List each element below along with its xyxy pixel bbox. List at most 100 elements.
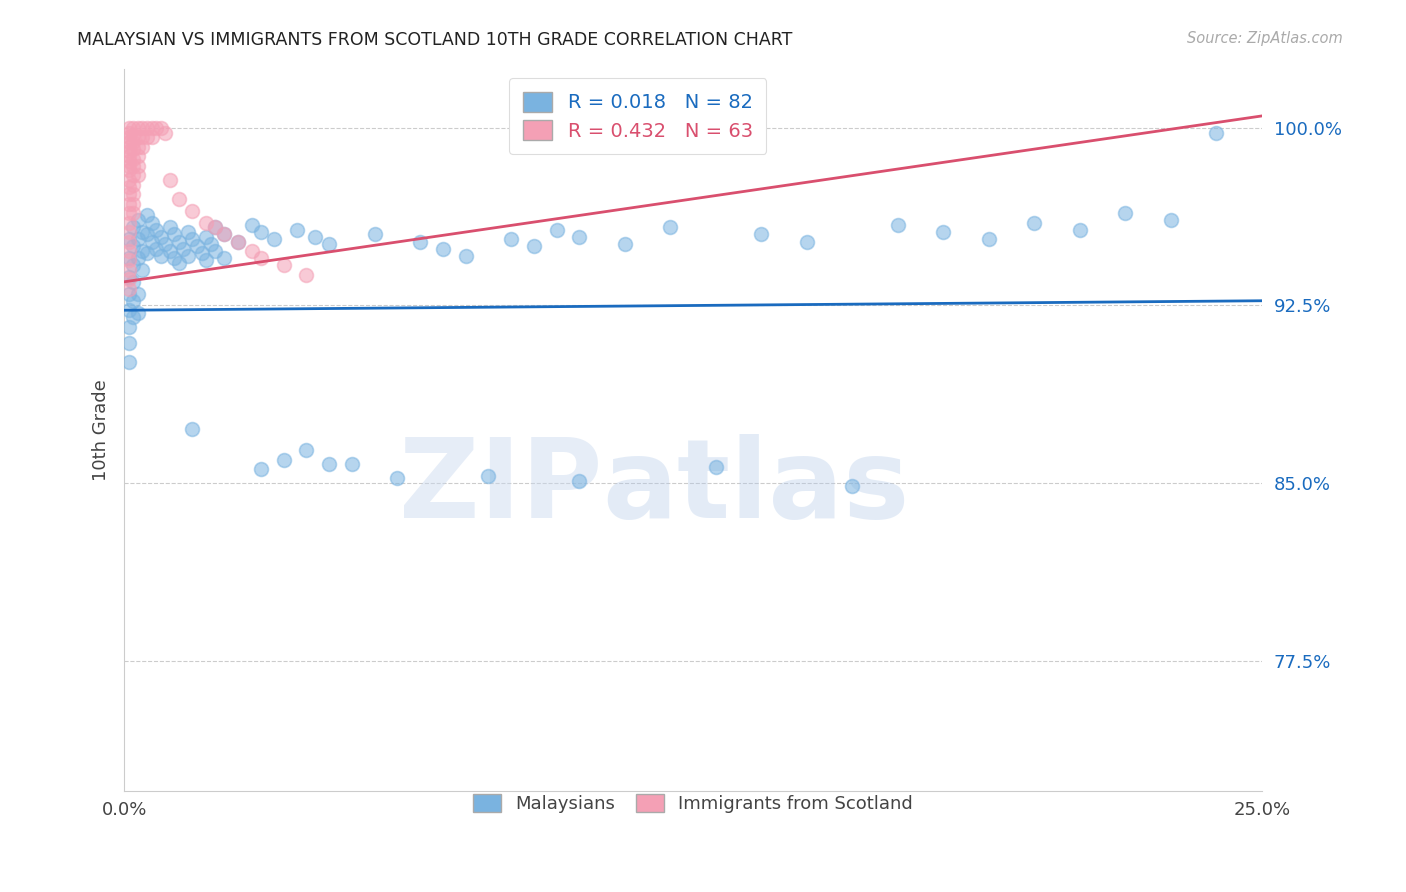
Point bbox=[118, 336, 141, 351]
Point bbox=[1205, 126, 1227, 140]
Point bbox=[186, 239, 208, 253]
Point bbox=[118, 163, 141, 178]
Point bbox=[659, 220, 682, 235]
Point bbox=[122, 310, 145, 325]
Point bbox=[122, 196, 145, 211]
Point bbox=[118, 272, 141, 286]
Point bbox=[131, 130, 153, 145]
Point bbox=[432, 242, 454, 256]
Point bbox=[172, 242, 194, 256]
Point bbox=[122, 187, 145, 202]
Point bbox=[273, 258, 295, 272]
Point bbox=[181, 422, 204, 436]
Point bbox=[118, 253, 141, 268]
Point bbox=[127, 139, 149, 153]
Point bbox=[363, 227, 385, 242]
Point bbox=[122, 152, 145, 166]
Point bbox=[136, 246, 159, 260]
Point bbox=[118, 232, 141, 246]
Point bbox=[177, 225, 200, 239]
Point bbox=[122, 275, 145, 289]
Point bbox=[159, 244, 181, 258]
Point bbox=[149, 120, 172, 135]
Point bbox=[122, 293, 145, 308]
Point bbox=[118, 135, 141, 149]
Point bbox=[214, 227, 236, 242]
Point bbox=[118, 180, 141, 194]
Point bbox=[136, 130, 159, 145]
Point bbox=[127, 213, 149, 227]
Point bbox=[118, 206, 141, 220]
Point bbox=[273, 452, 295, 467]
Point bbox=[163, 227, 186, 242]
Point bbox=[499, 232, 522, 246]
Point bbox=[122, 239, 145, 253]
Point bbox=[118, 145, 141, 159]
Point bbox=[977, 232, 1000, 246]
Point bbox=[131, 225, 153, 239]
Point bbox=[127, 120, 149, 135]
Point bbox=[136, 227, 159, 242]
Point bbox=[131, 120, 153, 135]
Point bbox=[118, 153, 141, 168]
Point bbox=[131, 139, 153, 153]
Point bbox=[163, 251, 186, 265]
Point bbox=[200, 236, 222, 251]
Point bbox=[295, 443, 318, 458]
Point bbox=[523, 239, 546, 253]
Point bbox=[240, 244, 263, 258]
Point bbox=[127, 251, 149, 265]
Point bbox=[263, 232, 285, 246]
Point bbox=[118, 159, 141, 173]
Point bbox=[145, 120, 167, 135]
Point bbox=[190, 246, 212, 260]
Point bbox=[249, 251, 271, 265]
Point bbox=[122, 168, 145, 182]
Point bbox=[118, 130, 141, 145]
Point bbox=[127, 232, 149, 246]
Point bbox=[568, 229, 591, 244]
Point bbox=[887, 218, 910, 232]
Point bbox=[122, 178, 145, 192]
Text: ZIP: ZIP bbox=[399, 434, 602, 541]
Point bbox=[136, 209, 159, 223]
Point bbox=[141, 235, 163, 249]
Point bbox=[195, 216, 218, 230]
Point bbox=[167, 235, 190, 249]
Point bbox=[127, 305, 149, 319]
Point bbox=[153, 236, 176, 251]
Point bbox=[122, 128, 145, 142]
Point bbox=[122, 258, 145, 272]
Point bbox=[477, 469, 499, 483]
Point bbox=[118, 225, 141, 239]
Point bbox=[704, 459, 727, 474]
Point bbox=[122, 135, 145, 149]
Point bbox=[127, 149, 149, 163]
Point bbox=[127, 130, 149, 145]
Point bbox=[167, 192, 190, 206]
Point bbox=[1114, 206, 1136, 220]
Point bbox=[318, 236, 340, 251]
Text: atlas: atlas bbox=[602, 434, 910, 541]
Point bbox=[118, 319, 141, 334]
Point bbox=[249, 462, 271, 476]
Point bbox=[122, 220, 145, 235]
Point bbox=[932, 225, 955, 239]
Point bbox=[204, 244, 226, 258]
Point bbox=[295, 268, 318, 282]
Point bbox=[226, 235, 249, 249]
Point bbox=[141, 216, 163, 230]
Point bbox=[240, 218, 263, 232]
Point bbox=[118, 216, 141, 230]
Point bbox=[226, 235, 249, 249]
Point bbox=[118, 244, 141, 258]
Point bbox=[841, 478, 863, 492]
Point bbox=[122, 206, 145, 220]
Point bbox=[613, 236, 636, 251]
Point bbox=[214, 227, 236, 242]
Point bbox=[796, 235, 818, 249]
Point bbox=[546, 222, 568, 236]
Point bbox=[159, 173, 181, 187]
Point bbox=[118, 263, 141, 277]
Text: Source: ZipAtlas.com: Source: ZipAtlas.com bbox=[1187, 31, 1343, 46]
